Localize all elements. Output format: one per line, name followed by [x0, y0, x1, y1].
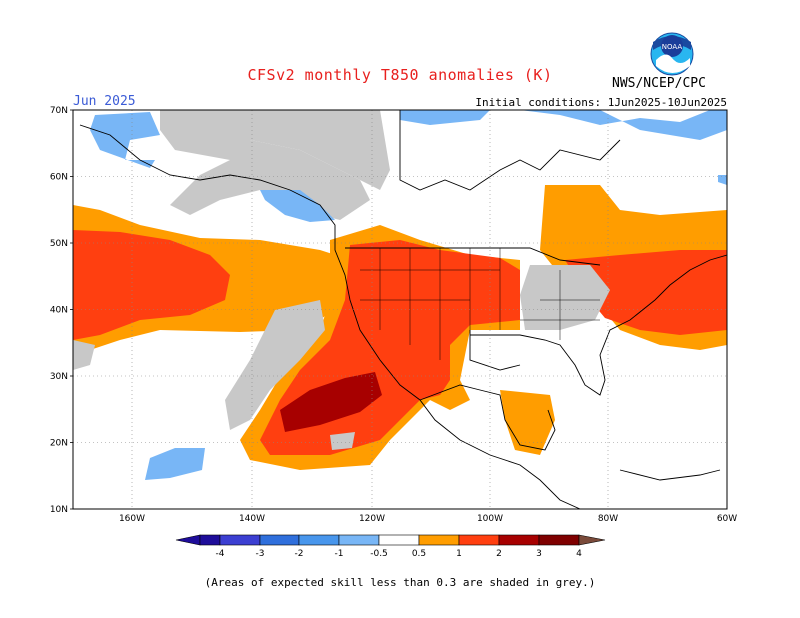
legend-tick-label: 4 — [576, 549, 582, 559]
agency-label: NWS/NCEP/CPC — [612, 76, 706, 91]
longitude-labels: 160W 140W 120W 100W 80W 60W — [119, 514, 737, 524]
legend-swatch — [498, 534, 540, 546]
legend-swatch — [298, 534, 340, 546]
lon-label: 100W — [477, 514, 503, 524]
lat-label: 60N — [50, 173, 68, 183]
lon-label: 140W — [239, 514, 265, 524]
legend-swatch — [219, 534, 261, 546]
lat-label: 40N — [50, 306, 68, 316]
lat-label: 10N — [50, 505, 68, 515]
legend-swatch — [338, 534, 380, 546]
legend-tick-label: 2 — [496, 549, 502, 559]
legend-swatch — [578, 534, 606, 546]
legend-swatch — [199, 534, 221, 546]
latitude-labels: 70N 60N 50N 40N 30N 20N 10N — [50, 106, 73, 515]
legend-tick-label: 3 — [536, 549, 542, 559]
legend-swatch — [175, 534, 201, 546]
lon-label: 80W — [598, 514, 618, 524]
legend-tick-label: -1 — [335, 549, 344, 559]
legend-tick-label: -0.5 — [370, 549, 388, 559]
lon-label: 120W — [359, 514, 385, 524]
legend-tick-label: -4 — [216, 549, 225, 559]
legend-swatch — [418, 534, 460, 546]
forecast-month: Jun 2025 — [73, 94, 136, 109]
initial-conditions: Initial conditions: 1Jun2025-10Jun2025 — [475, 96, 727, 109]
legend-swatch — [378, 534, 420, 546]
svg-text:NOAA: NOAA — [662, 43, 683, 51]
lat-label: 70N — [50, 106, 68, 116]
lat-label: 30N — [50, 372, 68, 382]
legend-swatch — [259, 534, 300, 546]
legend-tick-label: 1 — [456, 549, 462, 559]
legend-tick-label: -2 — [295, 549, 304, 559]
lat-label: 20N — [50, 439, 68, 449]
noaa-logo-icon: NOAA — [650, 32, 694, 76]
lon-label: 60W — [717, 514, 737, 524]
legend-swatch — [458, 534, 500, 546]
lat-label: 50N — [50, 239, 68, 249]
legend-swatch — [538, 534, 580, 546]
color-legend: -4 -3 -2 -1 -0.5 0.5 1 2 3 4 — [175, 534, 606, 559]
lon-label: 160W — [119, 514, 145, 524]
map-title: CFSv2 monthly T850 anomalies (K) — [247, 66, 553, 84]
legend-tick-label: -3 — [256, 549, 265, 559]
skill-note: (Areas of expected skill less than 0.3 a… — [204, 576, 596, 589]
legend-tick-label: 0.5 — [412, 549, 426, 559]
